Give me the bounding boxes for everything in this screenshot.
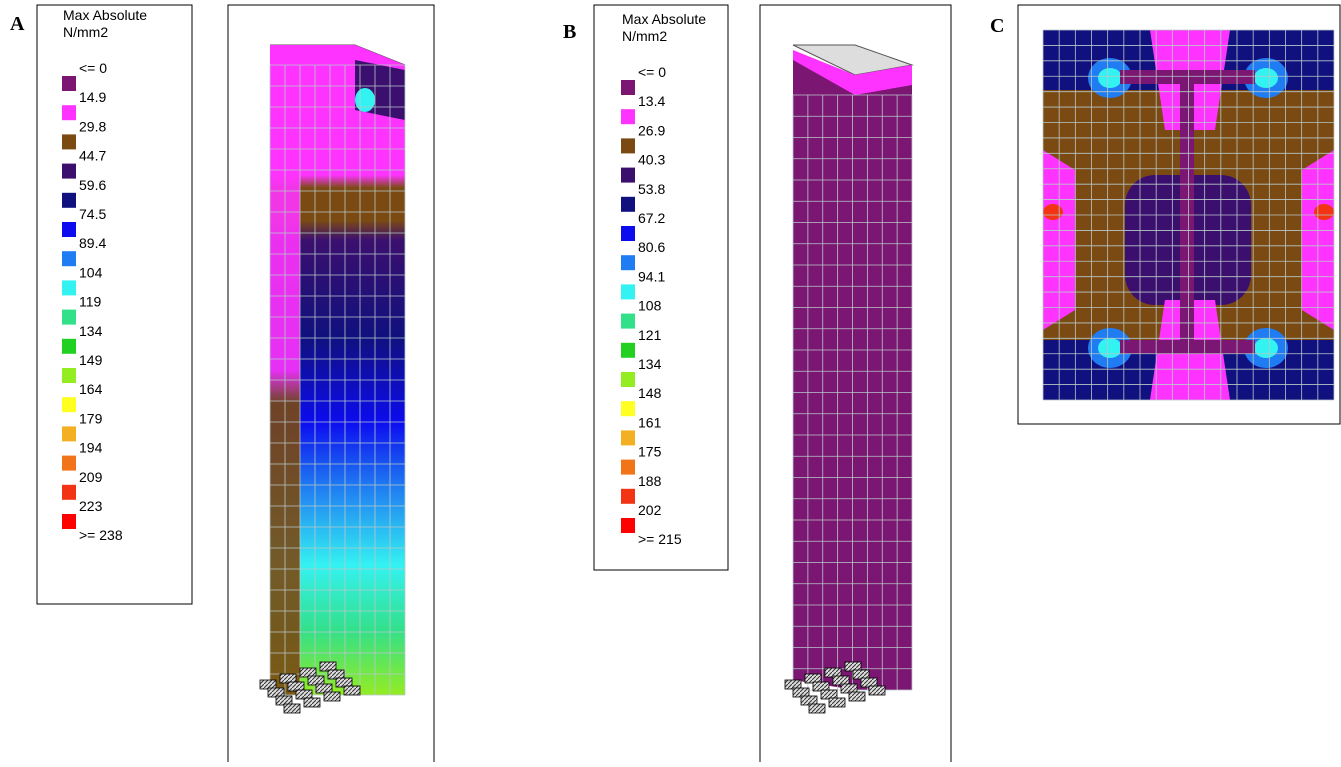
legend-label: 209 bbox=[79, 469, 103, 485]
legend-swatch bbox=[621, 255, 635, 271]
legend-title: Max Absolute bbox=[622, 11, 706, 27]
legend-swatch bbox=[621, 167, 635, 183]
legend-label: 13.4 bbox=[638, 93, 665, 109]
legend-label: 40.3 bbox=[638, 152, 665, 168]
legend-label: 119 bbox=[79, 294, 102, 310]
panel-label: B bbox=[563, 21, 576, 43]
column-model bbox=[269, 44, 406, 696]
legend-label: 104 bbox=[79, 264, 103, 280]
legend-label: 179 bbox=[79, 410, 103, 426]
legend-label: 164 bbox=[79, 381, 103, 397]
legend-label: 161 bbox=[638, 414, 662, 430]
legend-label: 94.1 bbox=[638, 268, 665, 284]
legend-swatch bbox=[621, 80, 635, 95]
legend-label: 202 bbox=[638, 502, 662, 518]
supports bbox=[784, 661, 886, 714]
legend-label: <= 0 bbox=[79, 60, 107, 76]
panel-frame bbox=[227, 4, 435, 762]
legend-swatch bbox=[621, 284, 635, 300]
legend-label: 59.6 bbox=[79, 177, 106, 193]
legend-swatch bbox=[62, 514, 76, 529]
legend-swatch bbox=[621, 313, 635, 329]
legend-label: 74.5 bbox=[79, 206, 106, 222]
legend-unit: N/mm2 bbox=[63, 24, 108, 40]
support bbox=[303, 697, 321, 708]
legend-swatch bbox=[621, 196, 635, 212]
legend-swatch bbox=[62, 484, 76, 500]
legend-swatch bbox=[62, 368, 76, 383]
legend-label: 134 bbox=[79, 323, 103, 339]
legend-label: 14.9 bbox=[79, 89, 106, 105]
legend-swatch bbox=[621, 518, 635, 533]
legend-label: 194 bbox=[79, 440, 103, 456]
legend-box bbox=[36, 4, 193, 605]
plan-contour bbox=[1042, 29, 1335, 401]
legend-swatch bbox=[62, 76, 76, 91]
legend-label: 121 bbox=[638, 327, 662, 343]
panel-frame bbox=[1017, 4, 1341, 425]
legend-label: 29.8 bbox=[79, 118, 106, 134]
legend-swatch bbox=[621, 109, 635, 125]
legend-label: >= 215 bbox=[638, 531, 682, 547]
legend-label: 188 bbox=[638, 473, 662, 489]
legend-unit: N/mm2 bbox=[622, 28, 667, 44]
legend-label: 148 bbox=[638, 385, 662, 401]
legend-label: 53.8 bbox=[638, 181, 665, 197]
legend-swatch bbox=[62, 338, 76, 354]
support bbox=[283, 703, 301, 714]
legend-swatch bbox=[621, 372, 635, 387]
support bbox=[868, 685, 886, 696]
legend-label: <= 0 bbox=[638, 64, 666, 80]
legend-swatch bbox=[621, 459, 635, 475]
support bbox=[828, 697, 846, 708]
legend-swatch bbox=[621, 430, 635, 446]
legend-label: 223 bbox=[79, 498, 103, 514]
legend-swatch bbox=[621, 342, 635, 358]
legend-label: >= 238 bbox=[79, 527, 123, 543]
legend-swatch bbox=[62, 426, 76, 442]
supports bbox=[259, 661, 361, 714]
legend-title: Max Absolute bbox=[63, 7, 147, 23]
legend-swatch bbox=[62, 222, 76, 237]
legend-label: 149 bbox=[79, 352, 103, 368]
legend-swatch bbox=[62, 105, 76, 121]
legend-box bbox=[593, 4, 729, 571]
support bbox=[808, 703, 826, 714]
legend-label: 67.2 bbox=[638, 210, 665, 226]
legend-label: 175 bbox=[638, 444, 662, 460]
legend-label: 80.6 bbox=[638, 239, 665, 255]
legend-label: 26.9 bbox=[638, 122, 665, 138]
legend-swatch bbox=[62, 134, 76, 150]
legend-swatch bbox=[62, 455, 76, 471]
column-model bbox=[792, 44, 914, 691]
legend-swatch bbox=[62, 251, 76, 267]
legend-swatch bbox=[621, 488, 635, 504]
legend-label: 89.4 bbox=[79, 235, 106, 251]
panel-label: A bbox=[10, 13, 25, 35]
legend-swatch bbox=[62, 309, 76, 325]
legend-swatch bbox=[62, 280, 76, 296]
support bbox=[323, 691, 341, 702]
support bbox=[343, 685, 361, 696]
legend-label: 44.7 bbox=[79, 148, 106, 164]
support bbox=[848, 691, 866, 702]
legend-label: 134 bbox=[638, 356, 662, 372]
legend-label: 108 bbox=[638, 298, 662, 314]
legend-swatch bbox=[62, 397, 76, 413]
legend-swatch bbox=[621, 401, 635, 417]
panel-label: C bbox=[990, 15, 1004, 37]
panel-frame bbox=[759, 4, 952, 762]
legend-swatch bbox=[62, 163, 76, 179]
legend-swatch bbox=[621, 138, 635, 154]
legend-swatch bbox=[621, 226, 635, 241]
legend-swatch bbox=[62, 192, 76, 208]
